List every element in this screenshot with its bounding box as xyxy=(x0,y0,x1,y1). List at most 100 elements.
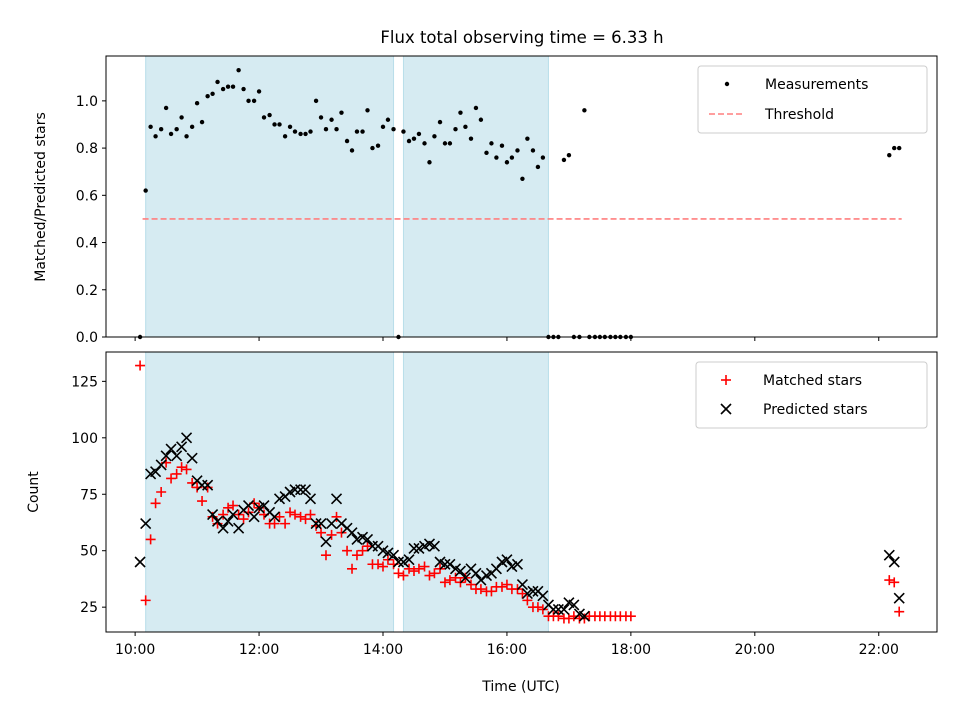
predicted-star-point xyxy=(501,554,513,566)
y-tick-label: 125 xyxy=(71,374,98,390)
predicted-star-point xyxy=(134,556,146,568)
measurement-point xyxy=(261,115,267,120)
measurement-point xyxy=(354,129,360,134)
bottom-axes-frame xyxy=(105,351,938,633)
measurement-point xyxy=(561,157,567,163)
measurement-point xyxy=(535,164,541,170)
measurement-point xyxy=(416,131,422,137)
measurement-point xyxy=(174,127,179,132)
top-legend-box xyxy=(697,65,928,134)
bottom-y-ticks: 25 50 75 100 125 xyxy=(71,374,106,616)
measurement-point xyxy=(143,188,148,193)
measurement-point xyxy=(437,119,443,125)
y-tick-label: 25 xyxy=(80,600,98,616)
matched-star-point xyxy=(351,550,362,561)
top-y-ticks: 0.0 0.2 0.4 0.6 0.8 1.0 xyxy=(76,94,106,346)
measurement-point xyxy=(582,108,587,113)
measurement-point xyxy=(184,134,189,139)
predicted-star-point xyxy=(248,511,260,523)
matched-star-point xyxy=(894,606,905,617)
shaded-span xyxy=(145,55,395,338)
matched-star-point xyxy=(537,604,548,615)
measurement-point xyxy=(153,134,158,139)
predicted-star-point xyxy=(150,466,162,478)
measurement-point xyxy=(365,108,370,113)
x-tick-label: 22:00 xyxy=(859,642,899,658)
x-axis-label: Time (UTC) xyxy=(481,679,559,695)
matched-star-point xyxy=(331,511,342,522)
matched-star-point xyxy=(150,498,161,509)
measurement-point xyxy=(520,176,525,181)
matched-star-point xyxy=(450,572,461,583)
measurement-point xyxy=(318,115,324,120)
y-tick-label: 0.2 xyxy=(76,283,98,299)
measurement-point xyxy=(194,101,200,106)
predicted-star-point xyxy=(217,522,229,534)
bottom-shaded-spans xyxy=(145,351,549,633)
matched-star-point xyxy=(305,509,316,520)
measurement-point xyxy=(292,129,298,134)
measurement-point xyxy=(339,110,344,115)
matched-star-point xyxy=(424,570,435,581)
bottom-x-ticks: 10:00 12:00 14:00 16:00 18:00 20:00 22:00 xyxy=(115,632,899,658)
predicted-star-point xyxy=(459,572,471,584)
matched-star-point xyxy=(398,570,409,581)
measurement-point xyxy=(158,127,164,132)
measurement-point xyxy=(468,136,474,141)
matched-star-point xyxy=(517,588,528,599)
measurement-point xyxy=(442,141,448,146)
x-tick-label: 14:00 xyxy=(363,642,403,658)
predicted-star-point xyxy=(155,459,167,471)
y-tick-label: 0.4 xyxy=(76,236,98,252)
measurement-points xyxy=(137,67,902,340)
matched-star-point xyxy=(419,561,430,572)
legend-measurements-label: Measurements xyxy=(765,77,868,93)
predicted-star-point xyxy=(202,479,214,491)
measurement-point xyxy=(504,160,510,165)
predicted-star-point xyxy=(233,522,245,534)
measurement-point xyxy=(515,148,520,153)
x-tick-label: 12:00 xyxy=(239,642,279,658)
predicted-star-point xyxy=(397,556,410,568)
legend-predicted-marker xyxy=(720,403,732,415)
predicted-star-point xyxy=(521,588,533,600)
predicted-stars-points xyxy=(134,432,905,622)
measurement-point xyxy=(349,148,355,153)
matched-star-point xyxy=(373,559,384,570)
predicted-star-point xyxy=(428,540,440,552)
shaded-span xyxy=(145,351,395,633)
predicted-star-point xyxy=(242,499,255,512)
matched-star-point xyxy=(197,496,208,507)
predicted-star-point xyxy=(454,565,467,577)
measurement-point xyxy=(360,129,365,134)
predicted-star-point xyxy=(295,484,307,496)
measurement-point xyxy=(205,93,210,99)
matched-star-point xyxy=(465,579,476,590)
legend-measurements-marker xyxy=(724,81,730,87)
y-tick-label: 0.6 xyxy=(76,188,98,204)
matched-stars-points xyxy=(135,360,905,624)
measurement-point xyxy=(148,124,153,130)
measurement-point xyxy=(896,145,902,151)
predicted-star-point xyxy=(310,518,322,530)
predicted-star-point xyxy=(227,509,239,521)
measurement-point xyxy=(489,141,494,146)
measurement-point xyxy=(225,84,231,89)
measurement-point xyxy=(411,136,417,141)
matched-star-point xyxy=(135,360,146,371)
measurement-point xyxy=(179,115,184,120)
measurement-point xyxy=(323,127,329,132)
measurement-point xyxy=(246,98,251,104)
y-tick-label: 0.8 xyxy=(76,141,98,157)
measurement-point xyxy=(458,110,463,115)
y-tick-label: 1.0 xyxy=(76,94,98,110)
measurement-point xyxy=(313,98,319,104)
shaded-span xyxy=(402,55,549,338)
predicted-star-point xyxy=(387,549,400,561)
measurement-point xyxy=(380,124,386,130)
matched-star-point xyxy=(218,509,229,520)
predicted-star-point xyxy=(883,549,895,561)
measurement-point xyxy=(215,79,220,85)
measurement-point xyxy=(189,124,195,130)
measurement-point xyxy=(282,134,288,139)
